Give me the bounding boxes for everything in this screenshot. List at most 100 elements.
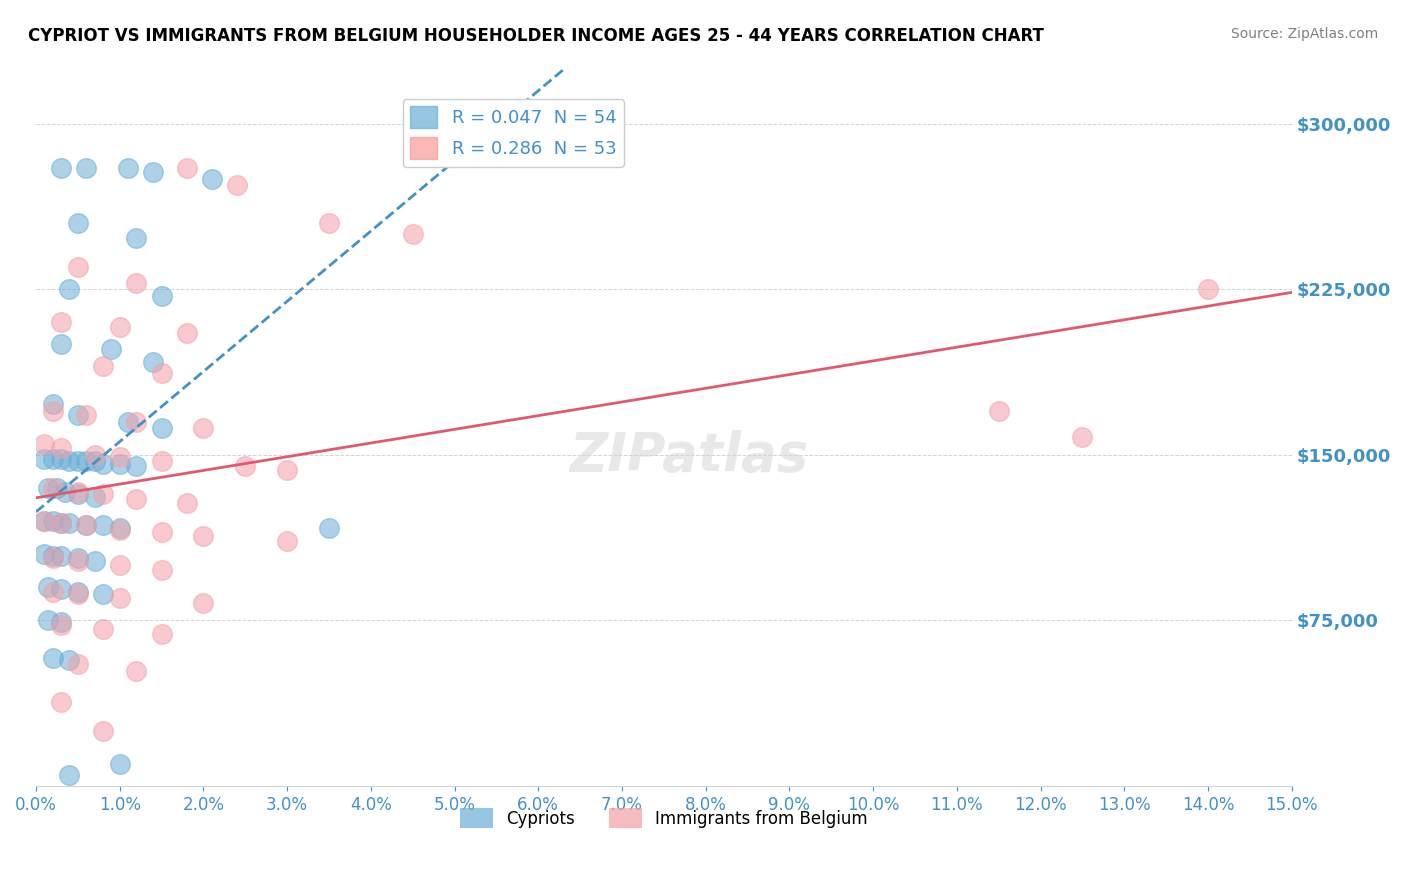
Point [150,366,173,380]
Point [58,282,80,296]
Point [108,457,131,471]
Point [176,326,198,341]
Point [66,485,89,500]
Point [34,514,56,528]
Point [41,481,63,495]
Point [108,319,131,334]
Point [150,421,173,435]
Point [150,524,173,539]
Point [49,337,72,351]
Point [49,516,72,530]
Point [66,260,89,274]
Point [150,626,173,640]
Point [176,161,198,175]
Point [49,315,72,329]
Point [83,490,105,504]
Point [108,558,131,573]
Point [37,580,59,594]
Point [49,161,72,175]
Point [193,596,215,610]
Point [37,481,59,495]
Point [66,487,89,501]
Point [34,436,56,450]
Point [1071,430,1094,444]
Point [75,408,97,422]
Point [83,554,105,568]
Text: Source: ZipAtlas.com: Source: ZipAtlas.com [1230,27,1378,41]
Point [108,756,131,771]
Point [318,520,340,534]
Point [987,403,1010,417]
Point [125,491,148,506]
Point [225,178,247,193]
Point [34,452,56,467]
Point [125,415,148,429]
Text: CYPRIOT VS IMMIGRANTS FROM BELGIUM HOUSEHOLDER INCOME AGES 25 - 44 YEARS CORRELA: CYPRIOT VS IMMIGRANTS FROM BELGIUM HOUSE… [28,27,1045,45]
Point [49,695,72,709]
Point [150,454,173,468]
Point [117,415,139,429]
Point [142,165,165,179]
Legend: Cypriots, Immigrants from Belgium: Cypriots, Immigrants from Belgium [453,801,875,835]
Text: ZIPatlas: ZIPatlas [569,430,808,482]
Point [41,452,63,467]
Point [49,617,72,632]
Point [108,450,131,464]
Point [49,549,72,564]
Point [66,551,89,566]
Point [66,216,89,230]
Point [41,650,63,665]
Point [276,463,298,477]
Point [41,551,63,566]
Point [66,584,89,599]
Point [49,582,72,597]
Point [66,554,89,568]
Point [75,518,97,533]
Point [58,653,80,667]
Point [125,231,148,245]
Point [41,397,63,411]
Point [125,664,148,678]
Point [83,454,105,468]
Point [75,161,97,175]
Point [150,562,173,576]
Point [49,452,72,467]
Point [91,622,114,636]
Point [58,768,80,782]
Point [49,441,72,455]
Point [41,584,63,599]
Point [117,161,139,175]
Point [108,523,131,537]
Point [34,514,56,528]
Point [125,458,148,473]
Point [91,723,114,738]
Point [66,587,89,601]
Point [176,496,198,510]
Point [41,403,63,417]
Point [100,342,122,356]
Point [91,487,114,501]
Point [193,529,215,543]
Point [75,454,97,468]
Point [91,359,114,374]
Point [201,172,224,186]
Point [233,458,256,473]
Point [58,516,80,530]
Point [66,408,89,422]
Point [276,533,298,548]
Point [34,547,56,561]
Point [37,613,59,627]
Point [402,227,425,241]
Point [66,454,89,468]
Point [150,289,173,303]
Point [318,216,340,230]
Point [49,516,72,530]
Point [66,657,89,672]
Point [83,448,105,462]
Point [142,355,165,369]
Point [75,518,97,533]
Point [53,485,76,500]
Point [58,454,80,468]
Point [1197,282,1219,296]
Point [41,549,63,564]
